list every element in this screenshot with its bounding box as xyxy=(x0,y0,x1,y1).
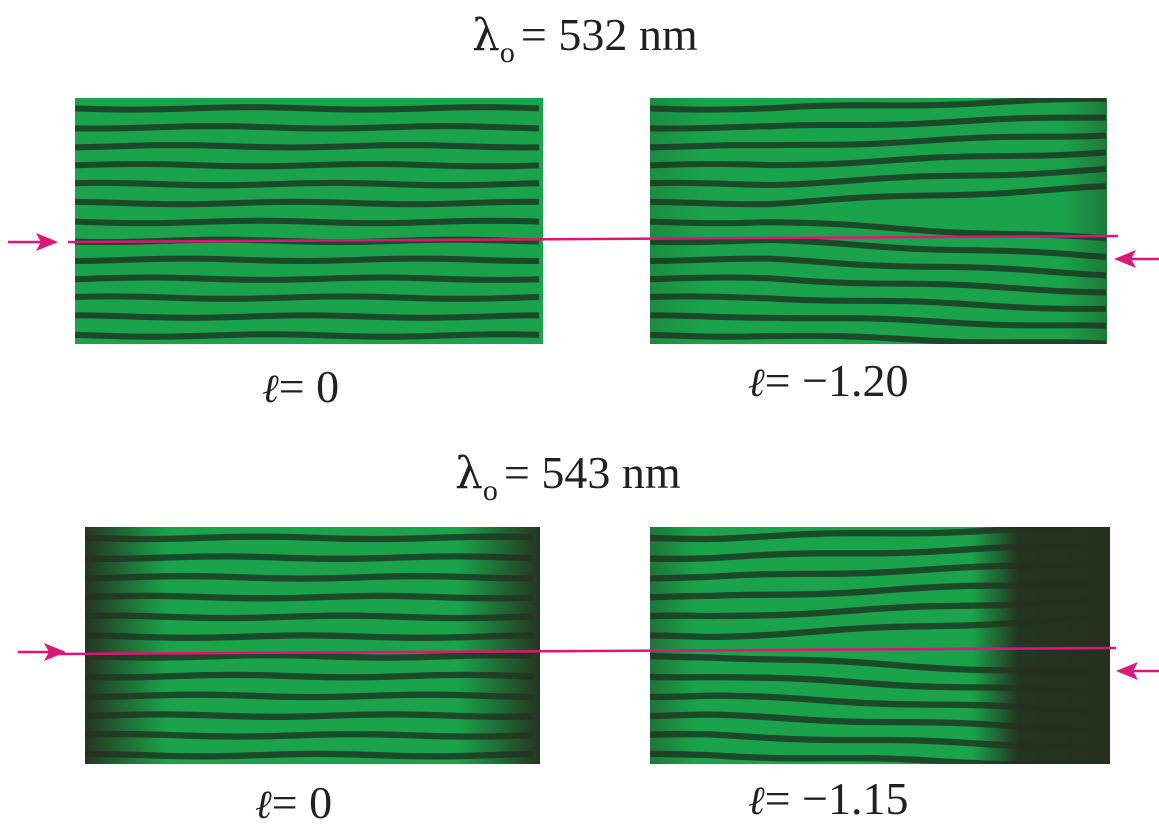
marker-line-bottom xyxy=(59,646,1117,656)
fringe-panel-532-l120 xyxy=(650,98,1107,344)
wavelength-value: = 532 nm xyxy=(520,9,698,60)
fringe-panel-543-l0 xyxy=(85,527,540,764)
arrow-right-icon xyxy=(18,643,66,661)
ell-value: = 0 xyxy=(278,361,340,412)
fringe-panel-543-l115 xyxy=(650,527,1110,764)
lambda-subscript: o xyxy=(482,474,498,507)
fringe-image xyxy=(85,527,540,764)
wavelength-title-532: λo = 532 nm xyxy=(472,12,698,68)
ell-value: = −1.20 xyxy=(764,355,909,406)
fringe-image xyxy=(650,98,1107,344)
fringe-panel-532-l0 xyxy=(75,98,543,344)
fringe-image xyxy=(650,527,1110,764)
arrow-left-icon xyxy=(1116,662,1159,680)
ell-value: = 0 xyxy=(271,777,333,828)
ell-symbol: ℓ xyxy=(255,782,272,828)
ell-symbol: ℓ xyxy=(262,366,279,412)
lambda-symbol: λ xyxy=(472,10,500,61)
arrow-right-icon xyxy=(8,233,58,251)
wavelength-value: = 543 nm xyxy=(503,447,681,498)
lambda-symbol: λ xyxy=(455,448,483,499)
ell-symbol: ℓ xyxy=(748,778,765,824)
lambda-subscript: o xyxy=(499,36,515,69)
wavelength-title-543: λo = 543 nm xyxy=(455,450,681,506)
panel-label-543-l0: ℓ= 0 xyxy=(255,780,332,826)
marker-line-top xyxy=(67,234,1119,244)
panel-label-532-l0: ℓ= 0 xyxy=(262,364,339,410)
arrow-left-icon xyxy=(1114,250,1159,268)
fringe-image xyxy=(75,98,543,344)
panel-label-532-l120: ℓ= −1.20 xyxy=(748,358,909,404)
ell-value: = −1.15 xyxy=(764,773,909,824)
ell-symbol: ℓ xyxy=(748,360,765,406)
panel-label-543-l115: ℓ= −1.15 xyxy=(748,776,909,822)
